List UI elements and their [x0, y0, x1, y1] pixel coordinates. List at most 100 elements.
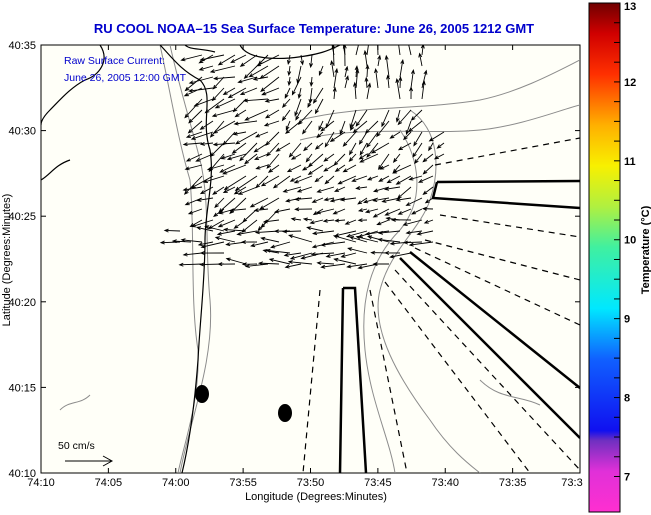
current-vector [302, 120, 313, 135]
current-vector [397, 142, 412, 151]
current-vector [297, 87, 302, 100]
annotation-line2: June 26, 2005 12:00 GMT [64, 72, 187, 84]
current-vector [239, 142, 258, 162]
current-vector [234, 131, 258, 145]
current-vector [265, 131, 280, 146]
current-vector [237, 186, 258, 195]
current-vector [366, 82, 372, 100]
current-vector [302, 217, 313, 222]
current-vector [262, 219, 280, 224]
current-vector [217, 219, 236, 228]
current-vector [422, 153, 434, 163]
colorbar-tick-label: 10 [624, 235, 636, 247]
current-vector [275, 142, 291, 152]
current-vector [253, 142, 269, 153]
current-vector [223, 175, 247, 191]
scale-arrow: 50 cm/s [58, 440, 114, 467]
current-vector [184, 98, 203, 119]
current-vector [196, 197, 214, 202]
current-vector [333, 67, 339, 89]
current-vector [323, 164, 335, 172]
current-vector [209, 120, 225, 138]
current-vector [418, 52, 423, 67]
current-vector [405, 230, 423, 235]
current-vector [230, 54, 247, 63]
current-vector [355, 45, 359, 56]
current-vector [231, 142, 247, 154]
current-vector [342, 131, 357, 147]
y-tick-label: 40:30 [8, 126, 36, 138]
current-vector [390, 217, 412, 222]
current-vector [290, 217, 302, 222]
current-vector [340, 252, 357, 258]
y-tick-label: 40:15 [8, 382, 36, 394]
x-tick-label: 73:45 [364, 477, 392, 489]
current-vector [199, 251, 225, 255]
current-vector [376, 219, 390, 226]
current-vector [314, 142, 324, 150]
current-vector [214, 236, 236, 243]
current-vector [289, 252, 313, 260]
current-vector [296, 186, 313, 193]
current-vector [288, 234, 313, 243]
current-vector [366, 45, 369, 56]
current-vector [322, 218, 335, 223]
current-vector [386, 74, 391, 89]
current-vector [260, 236, 280, 243]
current-vector [349, 142, 357, 156]
current-vector [266, 153, 280, 169]
current-vector [357, 208, 368, 213]
current-vector [370, 142, 390, 154]
radar-beam-lines [302, 137, 580, 473]
current-vector [433, 153, 445, 160]
current-vector [284, 87, 291, 99]
current-vector [389, 252, 412, 259]
x-tick-label: 74:00 [162, 477, 190, 489]
current-vector [212, 186, 225, 195]
current-vector [193, 98, 214, 107]
x-tick-label: 73:3 [561, 477, 582, 489]
current-vector [216, 230, 236, 236]
current-vector [386, 175, 401, 184]
current-vector [374, 67, 379, 89]
y-tick-label: 40:20 [8, 297, 36, 309]
current-vector [250, 241, 269, 248]
current-vector [197, 241, 214, 247]
current-vector [254, 153, 269, 160]
current-vector [339, 197, 357, 202]
current-vector [255, 175, 269, 189]
current-vector [357, 218, 368, 223]
current-vector [307, 98, 313, 109]
current-vector [318, 120, 324, 131]
x-tick-label: 74:10 [27, 477, 55, 489]
current-vector [242, 208, 258, 223]
current-vector [195, 226, 214, 232]
current-vector [198, 65, 214, 71]
y-tick-label: 40:25 [8, 211, 36, 223]
current-vector [355, 186, 368, 190]
current-vector [408, 241, 434, 247]
current-vector [293, 175, 313, 184]
current-vector [403, 131, 412, 141]
current-vector [204, 98, 225, 114]
current-vector [307, 164, 324, 176]
current-vector [309, 219, 324, 225]
current-vector [190, 131, 214, 140]
current-vector [306, 226, 324, 232]
current-vector [287, 260, 313, 265]
current-vector [233, 120, 258, 126]
y-tick-label: 40:10 [8, 468, 36, 480]
current-vector [222, 164, 247, 175]
current-vector [346, 263, 368, 269]
current-vector [395, 175, 412, 185]
current-vector [392, 164, 412, 174]
current-vector [413, 131, 423, 147]
current-vector [222, 87, 236, 96]
current-vector [211, 109, 236, 118]
current-vector [366, 142, 379, 158]
current-vector [323, 197, 335, 202]
current-vector [333, 153, 346, 166]
current-vector [381, 109, 390, 128]
current-vector [398, 45, 401, 56]
current-vector [213, 76, 236, 81]
